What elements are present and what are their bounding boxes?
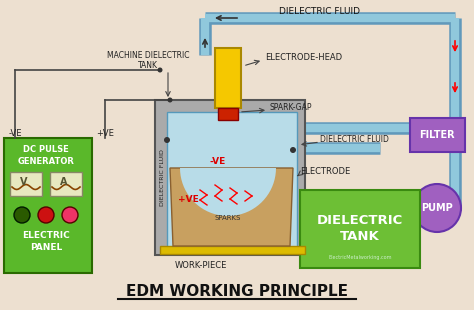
Circle shape xyxy=(167,98,173,103)
Text: -VE: -VE xyxy=(8,130,22,139)
Text: ELECTRODE-HEAD: ELECTRODE-HEAD xyxy=(265,54,342,63)
Text: PANEL: PANEL xyxy=(30,243,62,253)
Circle shape xyxy=(164,137,170,143)
Polygon shape xyxy=(180,168,276,216)
Bar xyxy=(4,138,92,273)
Text: FILTER: FILTER xyxy=(419,130,455,140)
Text: +VE: +VE xyxy=(96,130,114,139)
Text: ELECTRIC: ELECTRIC xyxy=(22,232,70,241)
Circle shape xyxy=(62,207,78,223)
Bar xyxy=(160,246,305,254)
Text: GENERATOR: GENERATOR xyxy=(18,157,74,166)
Circle shape xyxy=(413,184,461,232)
Text: -VE: -VE xyxy=(210,157,226,166)
Circle shape xyxy=(290,147,296,153)
Bar xyxy=(410,118,465,152)
Text: EDM WORKING PRINCIPLE: EDM WORKING PRINCIPLE xyxy=(126,284,348,299)
Bar xyxy=(50,172,82,196)
Text: WORK-PIECE: WORK-PIECE xyxy=(175,260,228,269)
Bar xyxy=(218,108,238,120)
Text: MACHINE DIELECTRIC: MACHINE DIELECTRIC xyxy=(107,51,189,60)
Bar xyxy=(155,100,305,255)
Text: PUMP: PUMP xyxy=(421,203,453,213)
Text: +VE: +VE xyxy=(178,196,199,205)
Polygon shape xyxy=(170,168,293,246)
Text: DIELECTRIC FLUID: DIELECTRIC FLUID xyxy=(280,7,361,16)
Text: TANK: TANK xyxy=(340,231,380,243)
Text: SPARK-GAP: SPARK-GAP xyxy=(270,104,312,113)
Circle shape xyxy=(38,207,54,223)
Circle shape xyxy=(157,68,163,73)
Bar xyxy=(300,190,420,268)
Circle shape xyxy=(14,207,30,223)
Text: DIELECTRIC FLUID: DIELECTRIC FLUID xyxy=(320,135,389,144)
Text: DIELECTRIC FLUID: DIELECTRIC FLUID xyxy=(161,149,165,206)
Text: DC PULSE: DC PULSE xyxy=(23,145,69,154)
Text: A: A xyxy=(60,177,67,187)
Bar xyxy=(167,112,297,248)
Text: DIELECTRIC: DIELECTRIC xyxy=(317,214,403,227)
Bar xyxy=(10,172,42,196)
Text: TANK: TANK xyxy=(138,60,158,69)
Bar xyxy=(215,48,241,108)
Text: ELECTRODE: ELECTRODE xyxy=(300,167,350,176)
Text: SPARKS: SPARKS xyxy=(215,215,241,221)
Text: ElectricMetalworking.com: ElectricMetalworking.com xyxy=(328,255,392,260)
Text: V: V xyxy=(20,177,27,187)
